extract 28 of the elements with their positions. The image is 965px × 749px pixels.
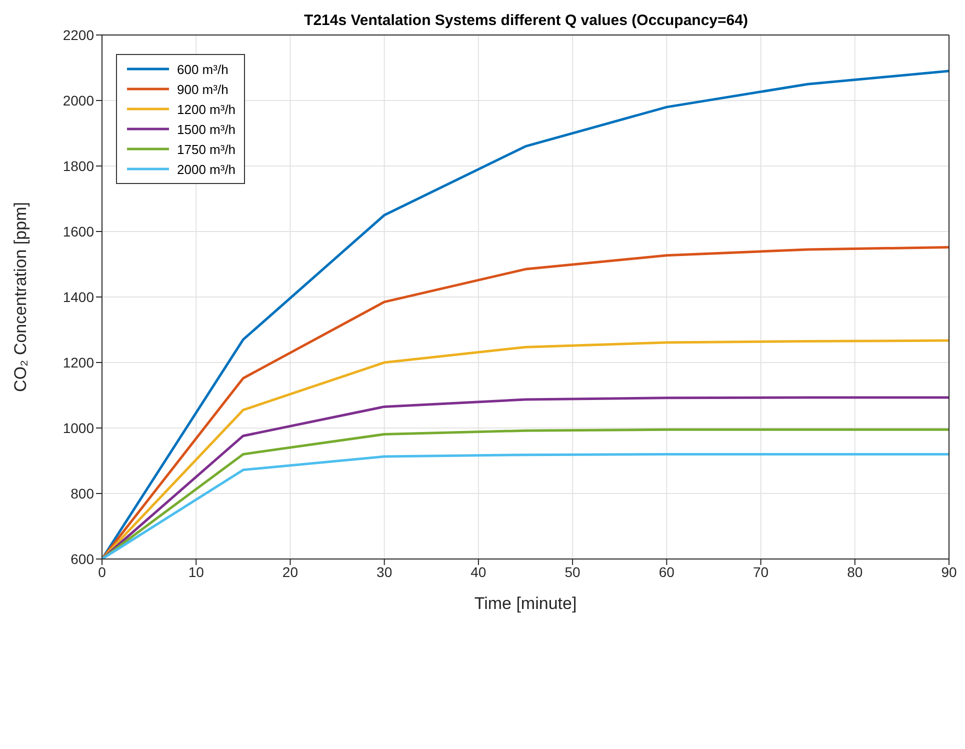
y-tick-label: 1000 [62,420,94,436]
x-tick-label: 60 [658,564,675,580]
legend-label: 600 m³/h [177,62,228,76]
y-axis-title: CO₂ Concentration [ppm] [11,202,30,392]
legend-label: 900 m³/h [177,82,228,96]
x-tick-label: 10 [188,564,204,580]
y-tick-label: 2200 [62,26,94,43]
x-tick-label: 20 [282,564,298,580]
y-tick-label: 1200 [62,354,94,370]
y-tick-label: 2000 [62,92,94,108]
y-tick-label: 1600 [62,223,94,240]
chart-title: T214s Ventalation Systems different Q values (Occupancy=64) [303,12,749,29]
legend-label: 1500 m³/h [177,122,236,136]
y-tick-label: 1800 [62,158,94,174]
x-tick-label: 40 [470,564,486,580]
y-tick-label: 600 [70,550,94,567]
x-tick-label: 50 [564,564,581,580]
x-tick-label: 80 [847,564,863,580]
legend-label: 1200 m³/h [177,102,236,116]
legend-label: 1750 m³/h [177,142,236,156]
x-tick-label: 0 [98,564,106,580]
x-tick-label: 70 [752,564,769,580]
y-tick-label: 800 [70,485,94,502]
legend-label: 2000 m³/h [177,162,236,176]
x-tick-label: 30 [376,564,392,580]
x-tick-label: 90 [941,564,957,580]
y-tick-label: 1400 [62,288,94,305]
x-axis-title: Time [minute] [474,594,577,613]
